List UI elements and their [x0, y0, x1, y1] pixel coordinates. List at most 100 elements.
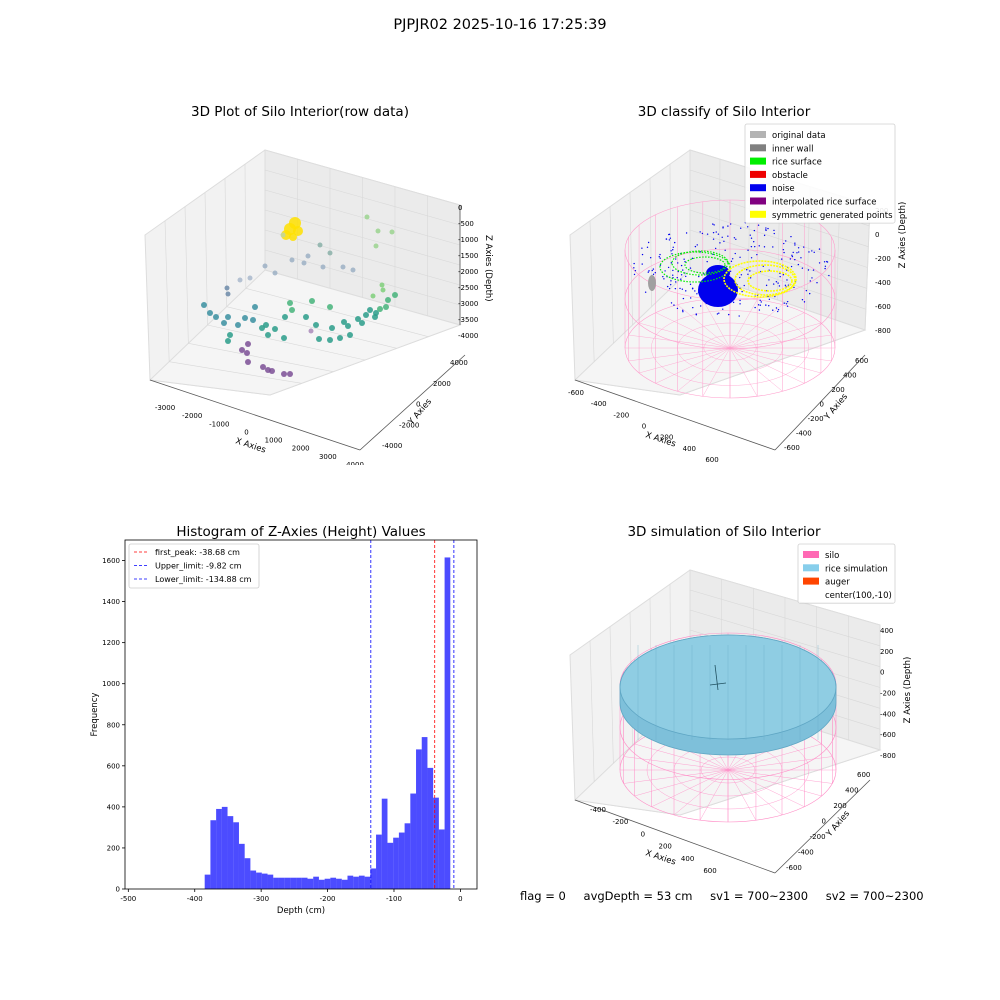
noise-point: [728, 313, 730, 316]
noise-point: [633, 267, 635, 269]
raw-point: [247, 275, 253, 281]
histogram-bar: [416, 749, 422, 889]
histogram-bar: [261, 873, 268, 889]
simulation-z-tick-label: -600: [880, 731, 896, 739]
raw-point: [239, 347, 245, 353]
histogram-bar: [381, 798, 388, 889]
figure-title: PJPJR02 2025-10-16 17:25:39: [393, 17, 607, 33]
noise-point: [809, 280, 811, 282]
histogram-bar: [358, 875, 365, 889]
histogram-bar: [227, 816, 234, 889]
noise-point: [807, 269, 810, 271]
histogram-frame: [124, 539, 478, 890]
noise-point: [760, 270, 762, 273]
noise-point: [644, 291, 647, 293]
histogram-bar: [421, 737, 428, 889]
histogram-bar: [238, 843, 245, 889]
histogram-title: Histogram of Z-Axies (Height) Values: [176, 524, 425, 540]
noise-point: [813, 251, 815, 254]
simulation-y-tick-label: -200: [810, 833, 826, 841]
raw-3d-box: [144, 149, 466, 451]
simulation-legend-label: silo: [825, 551, 839, 561]
noise-point: [674, 241, 676, 244]
noise-point: [712, 231, 715, 234]
classify-panel-title: 3D classify of Silo Interior: [638, 104, 811, 120]
noise-point: [672, 249, 674, 251]
raw-z-tick-label: -2500: [458, 284, 478, 292]
symmetric-point-ring: [747, 270, 793, 292]
rice-surface-ring: [659, 251, 731, 283]
noise-point: [712, 238, 715, 240]
noise-point: [706, 233, 709, 235]
noise-point: [689, 267, 692, 269]
raw-x-tick-label: 4000: [346, 461, 364, 465]
raw-point: [280, 232, 286, 238]
classify-x-tick-label: 0: [642, 423, 646, 431]
noise-point: [735, 238, 737, 240]
raw-point: [287, 300, 293, 306]
noise-point: [811, 277, 813, 279]
classify-silo-floor-ring: [703, 335, 757, 361]
noise-point: [753, 229, 756, 232]
classify-legend-swatch: [750, 170, 766, 178]
classify-legend-swatch: [750, 184, 766, 192]
noise-point: [668, 233, 670, 236]
noise-point: [818, 262, 821, 264]
silo-wireframe: [624, 199, 836, 399]
histogram-bar: [336, 878, 342, 889]
histogram-legend-label: first_peak: -38.68 cm: [155, 548, 240, 557]
noise-point: [765, 284, 768, 287]
noise-point: [682, 297, 685, 300]
simulation-z-tick-label: -200: [880, 690, 896, 698]
raw-point: [207, 310, 213, 316]
histogram-y-tick-label: 400: [107, 803, 120, 811]
classify-x-tick-label: -600: [568, 389, 584, 397]
simulation-y-tick-label: 0: [822, 818, 826, 826]
noise-point: [803, 246, 805, 248]
noise-point: [753, 241, 755, 243]
noise-point: [797, 251, 800, 253]
raw-point: [337, 335, 343, 341]
raw-point: [289, 257, 295, 263]
raw-z-tick-label: -4000: [458, 332, 478, 340]
raw-point: [329, 325, 335, 331]
raw-point: [225, 314, 231, 320]
raw-point: [281, 230, 291, 240]
noise-point: [658, 256, 660, 258]
histogram-bar: [313, 876, 319, 889]
raw-point: [262, 263, 268, 269]
noise-point: [750, 237, 753, 239]
histogram-chart: Histogram of Z-Axies (Height) Values -500…: [90, 524, 478, 915]
noise-point: [712, 223, 714, 225]
noise-point: [663, 278, 665, 280]
histogram-bar: [296, 877, 302, 889]
noise-point: [789, 258, 792, 260]
simulation-legend-label: center(100,-10): [825, 591, 892, 601]
raw-point: [320, 264, 326, 270]
raw-point: [245, 341, 251, 347]
raw-x-tick-label: 2000: [292, 445, 310, 453]
simulation-legend-swatch: [803, 564, 819, 572]
noise-point: [670, 262, 673, 264]
noise-point: [760, 301, 762, 303]
histogram-bar: [387, 842, 394, 889]
noise-point: [674, 287, 677, 290]
noise-point: [782, 274, 785, 276]
histogram-bar: [364, 876, 371, 889]
raw-point: [377, 306, 383, 312]
raw-z-tick-label: 0: [458, 204, 462, 212]
noise-point: [758, 309, 761, 311]
noise-point: [681, 288, 684, 290]
simulation-z-tick-label: -800: [880, 752, 896, 760]
rice-surface-ring: [671, 250, 729, 276]
raw-point: [313, 322, 319, 328]
raw-point: [281, 335, 287, 341]
raw-x-tick-label: 1000: [265, 437, 283, 445]
noise-point: [785, 303, 788, 305]
raw-x-tick-label: 0: [244, 428, 248, 436]
raw-point: [293, 226, 303, 236]
raw-z-tick-label: -1500: [458, 252, 478, 260]
raw-point: [317, 242, 323, 248]
raw-y-tick-label: -2000: [399, 421, 419, 429]
noise-point: [641, 253, 644, 256]
